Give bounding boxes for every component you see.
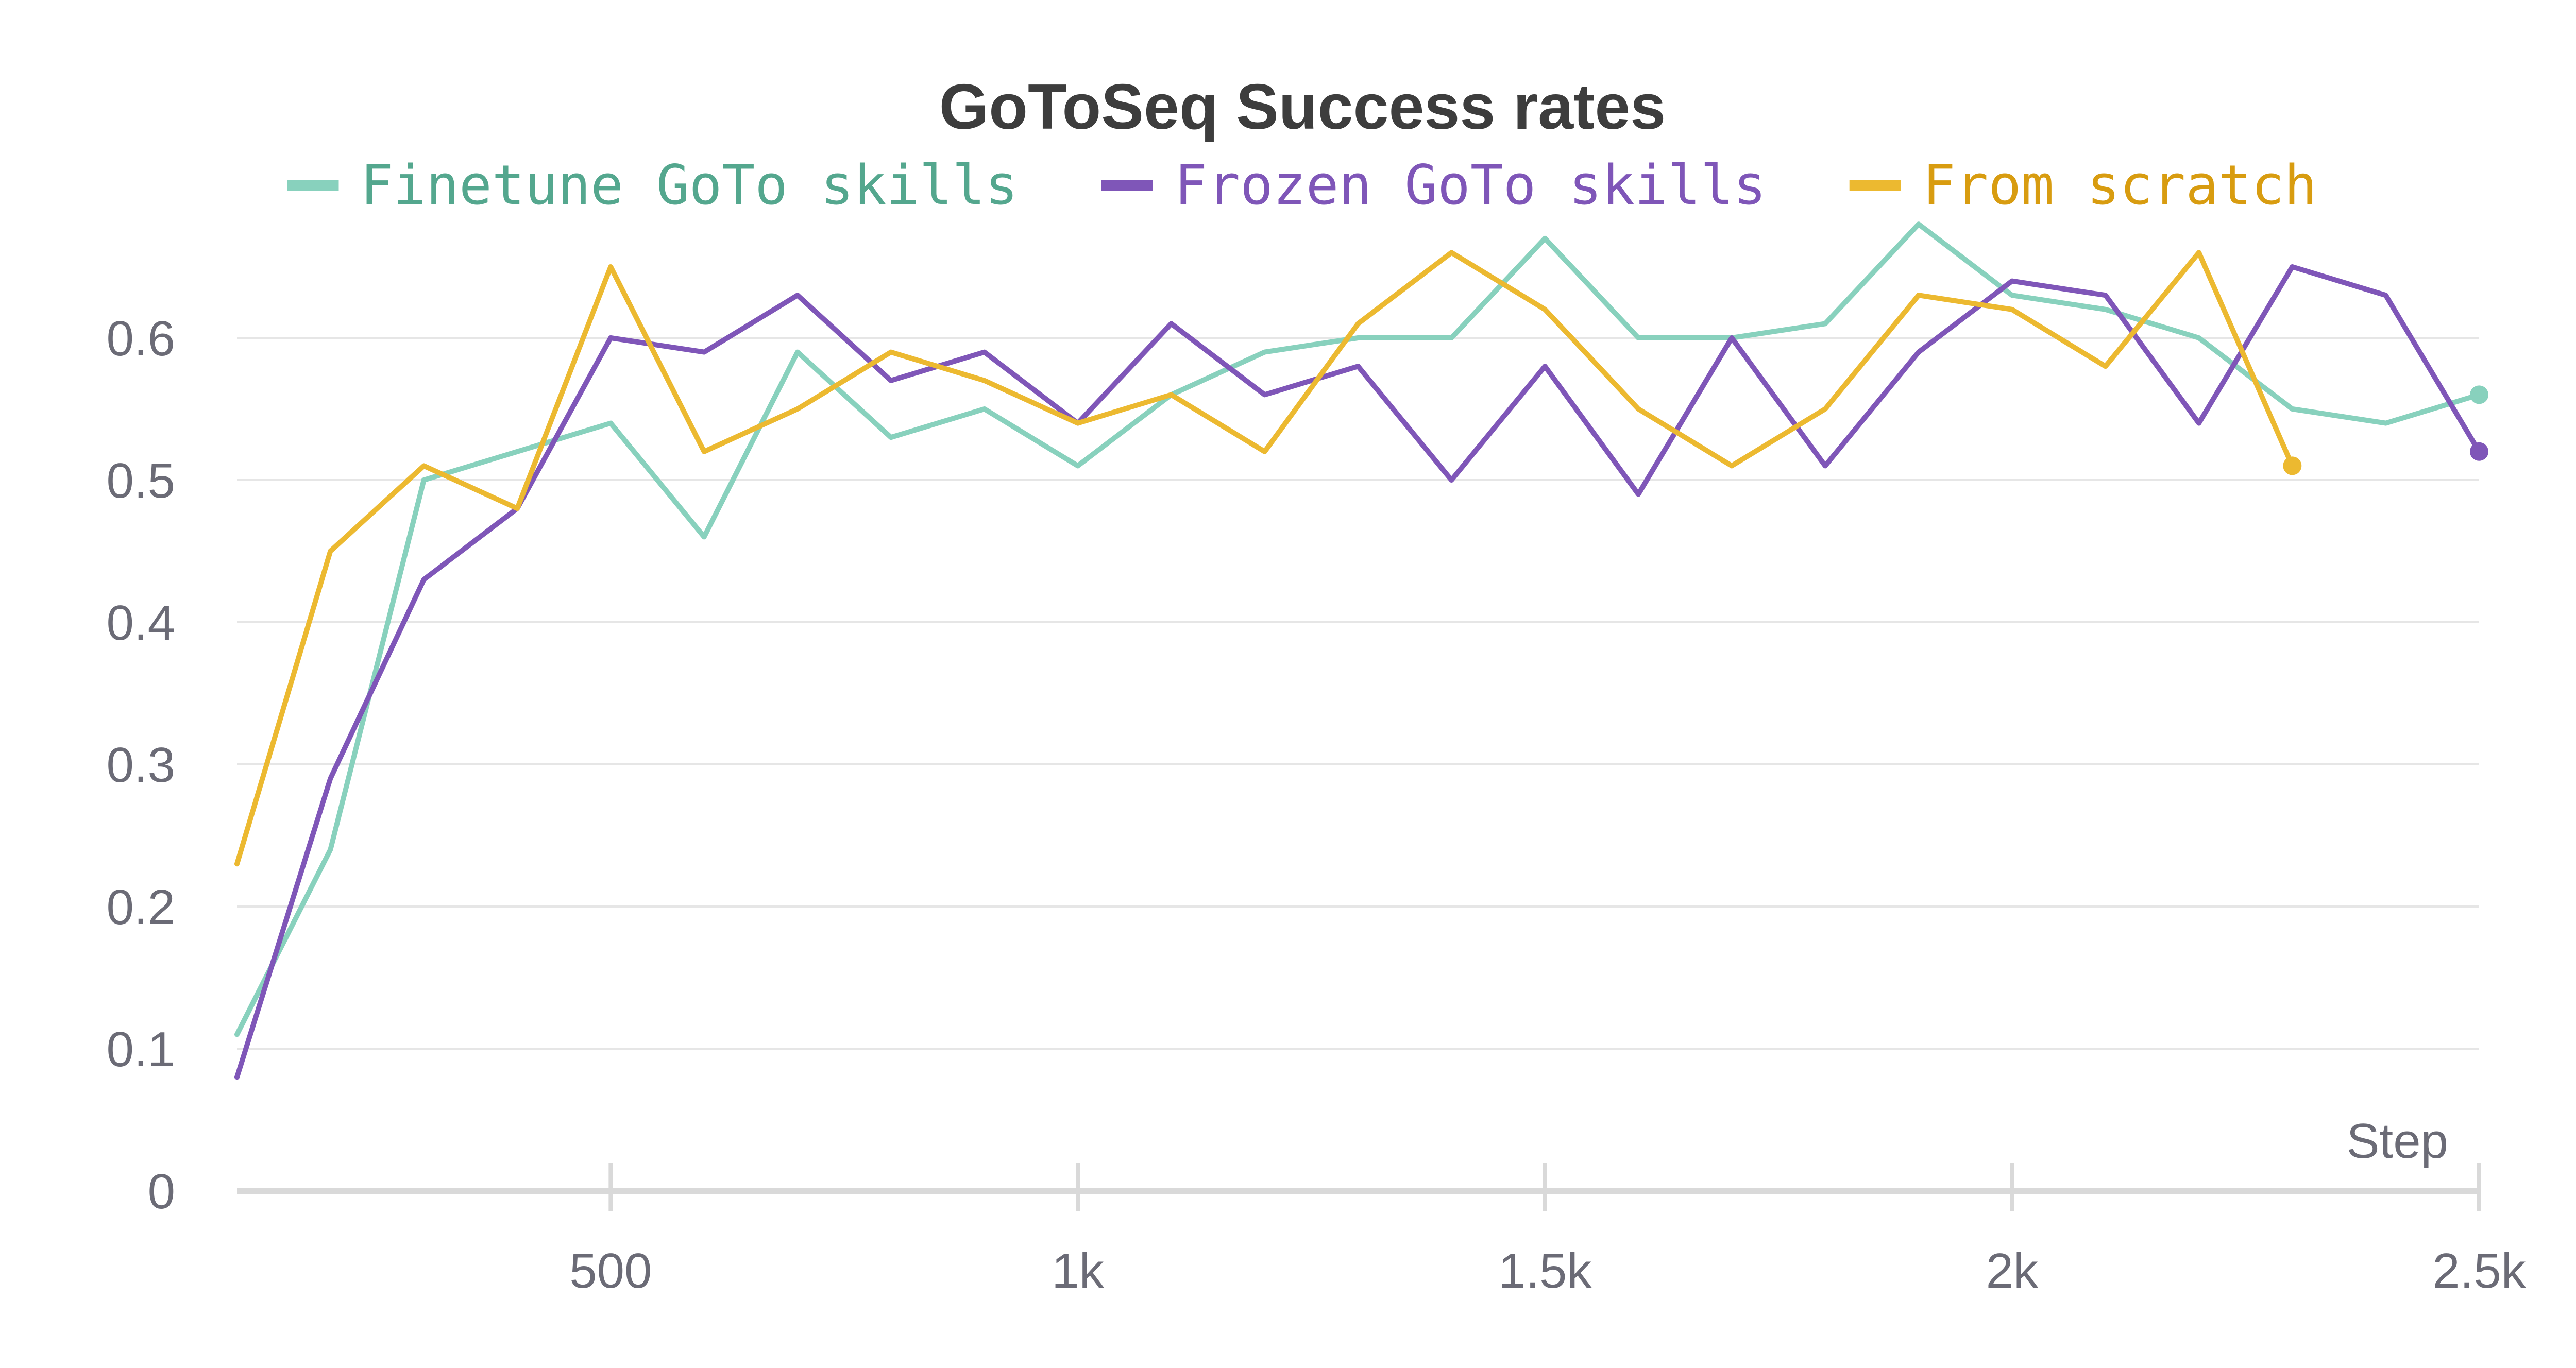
series-group [234,221,2488,1080]
y-tick-label: 0.4 [107,595,175,651]
legend-label: Frozen GoTo skills [1175,153,1767,217]
x-tick-label: 1.5k [1498,1243,1592,1298]
legend-item: Finetune GoTo skills [287,153,1018,217]
legend-label: From scratch [1923,153,2317,217]
x-axis-title: Step [2347,1114,2448,1169]
y-tick-label: 0.3 [107,738,175,793]
legend: Finetune GoTo skills Frozen GoTo skills Fr… [287,153,2317,217]
y-tick-label: 0.6 [107,311,175,366]
series-end-marker-2 [2283,456,2302,475]
y-tick-label: 0.1 [107,1022,175,1077]
legend-item: Frozen GoTo skills [1101,153,1767,217]
series-end-marker-1 [2470,442,2488,461]
x-tick-label: 2k [1986,1243,2039,1298]
x-tick-label: 500 [569,1243,652,1298]
legend-item: From scratch [1849,153,2317,217]
series-line-0 [234,221,2482,1037]
y-tick-label: 0 [148,1164,175,1219]
x-tick-label: 2.5k [2432,1243,2526,1298]
y-tick-label: 0.2 [107,880,175,935]
chart-title: GoToSeq Success rates [939,72,1666,143]
y-tick-label: 0.5 [107,453,175,508]
series-line-2 [234,250,2295,867]
axes: 0 0.1 0.2 0.3 0.4 0.5 0.6 500 1k 1.5k 2k 2.5k [107,311,2527,1298]
series-line-1 [234,264,2482,1080]
series-end-marker-0 [2470,385,2488,404]
legend-label: Finetune GoTo skills [361,153,1018,217]
gridlines [237,337,2479,1050]
x-tick-label: 1k [1052,1243,1104,1298]
